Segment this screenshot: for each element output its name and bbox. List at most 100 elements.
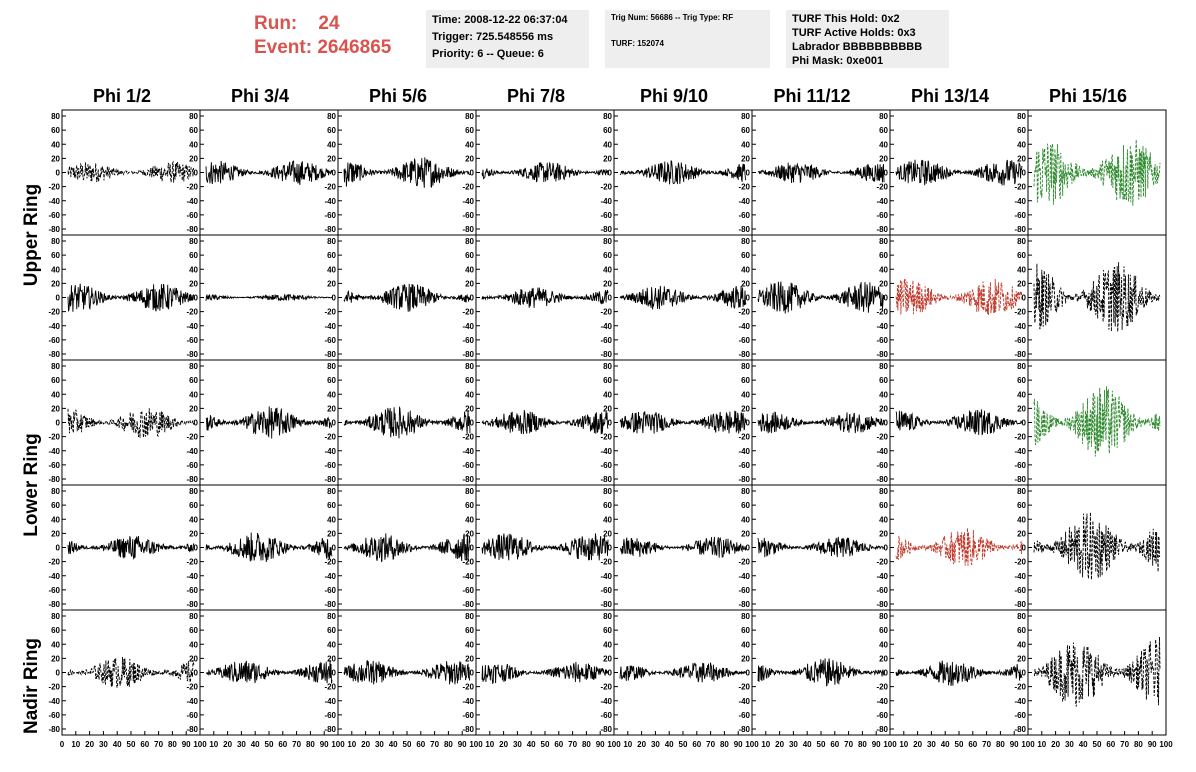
y-tick-label: 40: [51, 265, 60, 274]
y-tick-label: -80: [600, 725, 612, 734]
y-tick-label: 20: [1017, 654, 1026, 663]
y-tick-label: -40: [1014, 447, 1026, 456]
y-tick-label: -20: [738, 683, 750, 692]
x-tick-label: 30: [99, 740, 108, 749]
y-tick-label: -60: [1014, 711, 1026, 720]
y-tick-label: 80: [741, 237, 750, 246]
y-tick-label: 40: [879, 265, 888, 274]
y-tick-label: 40: [51, 515, 60, 524]
turf-num-text: TURF: 152074: [611, 39, 664, 48]
y-tick-label: 40: [327, 390, 336, 399]
y-tick-label: -80: [186, 350, 198, 359]
y-tick-label: 60: [465, 626, 474, 635]
y-tick-label: 40: [51, 140, 60, 149]
y-tick-label: 40: [1017, 515, 1026, 524]
y-tick-label: -20: [600, 183, 612, 192]
y-tick-label: 0: [470, 294, 475, 303]
x-tick-label: 90: [320, 740, 329, 749]
y-tick-label: 0: [884, 544, 889, 553]
waveform-trace: [895, 278, 1023, 315]
y-tick-label: -60: [186, 586, 198, 595]
waveform-trace: [757, 162, 885, 184]
turf-active-text: TURF Active Holds: 0x3: [792, 27, 916, 39]
y-tick-label: 0: [470, 669, 475, 678]
y-tick-label: 20: [603, 154, 612, 163]
y-tick-label: 40: [741, 140, 750, 149]
column-header-phi-3-4: Phi 3/4: [230, 86, 290, 106]
y-tick-label: -80: [48, 475, 60, 484]
y-tick-label: -60: [48, 586, 60, 595]
y-tick-label: 60: [465, 376, 474, 385]
y-tick-label: 60: [51, 126, 60, 135]
y-tick-label: 60: [741, 376, 750, 385]
waveform-trace: [205, 160, 333, 185]
y-tick-label: 60: [465, 126, 474, 135]
y-tick-label: -20: [324, 558, 336, 567]
y-tick-label: 80: [189, 487, 198, 496]
waveform-trace: [481, 287, 609, 308]
y-tick-label: -80: [462, 725, 474, 734]
waveform-trace: [67, 656, 195, 688]
x-tick-label: 90: [1010, 740, 1019, 749]
y-tick-label: 60: [603, 376, 612, 385]
y-tick-label: 60: [51, 251, 60, 260]
y-tick-label: 60: [327, 626, 336, 635]
y-tick-label: 20: [1017, 279, 1026, 288]
y-tick-label: 60: [879, 251, 888, 260]
y-tick-label: 40: [189, 515, 198, 524]
waveform-trace: [67, 160, 195, 183]
y-tick-label: 0: [332, 169, 337, 178]
y-tick-label: -20: [462, 183, 474, 192]
y-tick-label: -80: [462, 350, 474, 359]
y-tick-label: 40: [189, 265, 198, 274]
y-tick-label: -80: [876, 225, 888, 234]
y-tick-label: 40: [189, 140, 198, 149]
y-tick-label: 0: [1022, 544, 1027, 553]
y-tick-label: 60: [603, 626, 612, 635]
y-tick-label: 80: [879, 612, 888, 621]
y-tick-label: 60: [327, 501, 336, 510]
y-tick-label: 20: [51, 654, 60, 663]
x-tick-label: 10: [761, 740, 770, 749]
y-tick-label: -40: [600, 322, 612, 331]
y-tick-label: 80: [741, 112, 750, 121]
y-tick-label: 80: [327, 237, 336, 246]
y-tick-label: 60: [327, 251, 336, 260]
y-tick-label: 60: [51, 376, 60, 385]
y-tick-label: -20: [876, 433, 888, 442]
y-tick-label: 40: [465, 140, 474, 149]
y-tick-label: -80: [462, 600, 474, 609]
y-tick-label: -40: [1014, 572, 1026, 581]
y-tick-label: 80: [741, 487, 750, 496]
waveform-trace: [481, 533, 609, 561]
waveform-trace: [895, 660, 1023, 687]
y-tick-label: 20: [603, 279, 612, 288]
y-tick-label: 80: [1017, 112, 1026, 121]
y-tick-label: 60: [879, 501, 888, 510]
x-tick-label: 100: [745, 740, 759, 749]
y-tick-label: 20: [879, 279, 888, 288]
y-tick-label: -80: [1014, 475, 1026, 484]
x-tick-label: 20: [361, 740, 370, 749]
y-tick-label: 60: [879, 626, 888, 635]
y-tick-label: -20: [324, 308, 336, 317]
y-tick-label: -40: [876, 447, 888, 456]
waveform-trace: [1033, 636, 1161, 707]
y-tick-label: -80: [600, 475, 612, 484]
y-tick-label: 40: [603, 390, 612, 399]
x-tick-label: 40: [665, 740, 674, 749]
y-tick-label: -20: [48, 558, 60, 567]
waveform-trace: [1033, 139, 1161, 206]
y-tick-label: -40: [48, 322, 60, 331]
x-tick-label: 50: [955, 740, 964, 749]
y-tick-label: 80: [327, 112, 336, 121]
y-tick-label: -40: [462, 572, 474, 581]
y-tick-label: -40: [876, 197, 888, 206]
x-tick-label: 80: [996, 740, 1005, 749]
trig-info-box: Trig Num: 56686 -- Trig Type: RF TURF: 1…: [605, 10, 770, 68]
y-tick-label: 0: [56, 294, 61, 303]
x-tick-label: 10: [485, 740, 494, 749]
x-tick-label: 30: [927, 740, 936, 749]
y-tick-label: -20: [600, 558, 612, 567]
y-tick-label: 20: [741, 529, 750, 538]
